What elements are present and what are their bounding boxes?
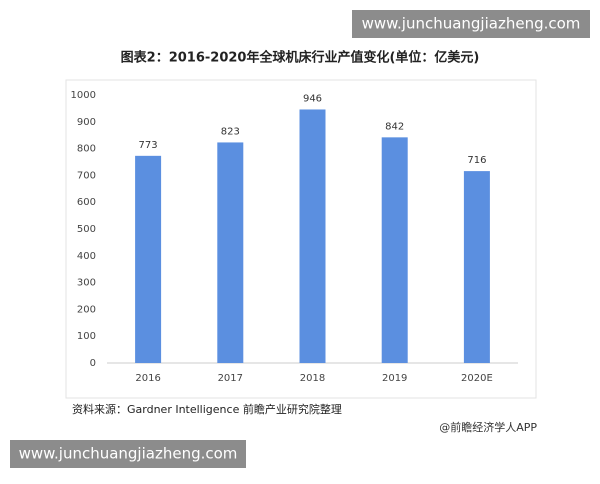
- credit: @前瞻经济学人APP: [439, 420, 537, 434]
- watermark: www.junchuangjiazheng.com: [362, 15, 581, 33]
- x-tick-label: 2017: [218, 373, 243, 384]
- data-label: 823: [221, 126, 240, 137]
- data-label: 842: [385, 121, 404, 132]
- source-note: 资料来源：Gardner Intelligence 前瞻产业研究院整理: [72, 402, 342, 416]
- bar: [463, 171, 490, 363]
- y-tick-label: 0: [90, 358, 96, 369]
- bar: [381, 137, 408, 363]
- y-tick-label: 500: [77, 224, 96, 235]
- data-label: 946: [303, 93, 322, 104]
- watermark-box: [352, 10, 590, 38]
- y-tick-label: 400: [77, 251, 96, 262]
- y-tick-label: 1000: [71, 90, 96, 101]
- watermark-box: [10, 440, 246, 468]
- bar: [299, 109, 326, 363]
- y-tick-label: 700: [77, 170, 96, 181]
- bar: [135, 155, 162, 363]
- y-tick-label: 300: [77, 278, 96, 289]
- x-tick-label: 2020E: [461, 373, 493, 384]
- watermark: www.junchuangjiazheng.com: [19, 445, 238, 463]
- y-tick-label: 800: [77, 144, 96, 155]
- y-tick-label: 600: [77, 197, 96, 208]
- y-tick-label: 900: [77, 117, 96, 128]
- x-tick-label: 2019: [382, 373, 407, 384]
- x-tick-label: 2016: [135, 373, 160, 384]
- y-tick-label: 200: [77, 304, 96, 315]
- y-tick-label: 100: [77, 331, 96, 342]
- chart-title: 图表2：2016-2020年全球机床行业产值变化(单位：亿美元): [121, 50, 480, 66]
- data-label: 716: [467, 155, 486, 166]
- x-tick-label: 2018: [300, 373, 325, 384]
- bar: [217, 142, 244, 363]
- data-label: 773: [139, 140, 158, 151]
